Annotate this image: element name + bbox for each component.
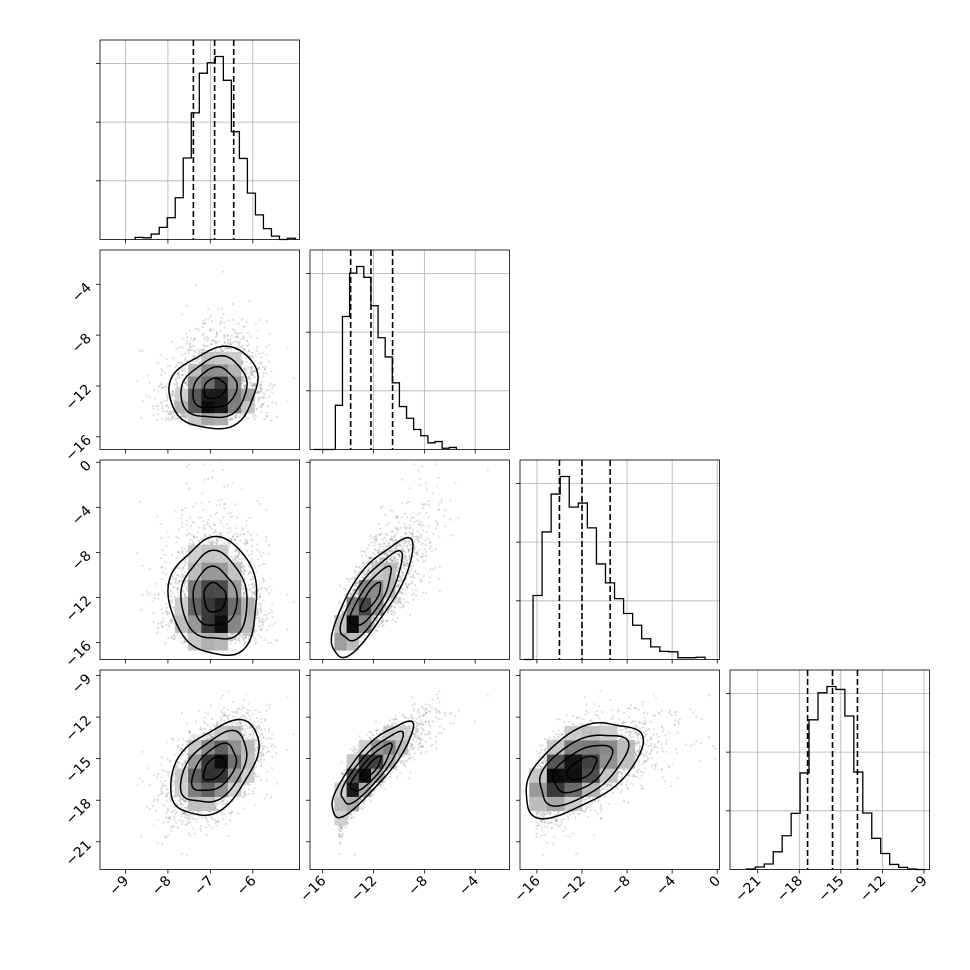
plot-area: [525, 690, 720, 857]
axes-frame: [99, 39, 300, 240]
contour-level-3: [331, 720, 415, 819]
x-tick-label: −4: [653, 873, 679, 899]
plot-area: [136, 270, 295, 430]
y-tick-label: −9: [69, 671, 95, 697]
contour-level-3: [330, 536, 414, 659]
panel-1-1: [306, 249, 510, 454]
y-tick-label: −8: [69, 548, 95, 574]
axes-frame: [519, 669, 720, 870]
contour-level-3: [170, 718, 260, 817]
y-tick-label: −21: [63, 837, 95, 869]
contour-level-0: [203, 581, 227, 613]
histogram-2: [523, 475, 706, 661]
x-tick-label: −16: [297, 873, 329, 905]
y-tick-label: −12: [63, 381, 95, 413]
plot-area: [331, 690, 489, 857]
y-tick-label: −15: [63, 754, 95, 786]
plot-area: [136, 460, 295, 657]
contour-level-3: [168, 345, 259, 430]
contour-level-0: [202, 755, 227, 781]
contour-level-1: [551, 744, 614, 794]
panel-2-0: −16 −12 −8 −4 0: [63, 458, 300, 670]
panel-0-0: [96, 39, 300, 244]
y-tick-label: 0: [77, 458, 95, 476]
axes-frame: [309, 249, 510, 450]
plot-area: [136, 690, 295, 857]
panel-2-1: [306, 459, 510, 664]
x-tick-label: −9: [106, 873, 132, 899]
contour-level-2: [180, 549, 248, 640]
contour-level-2: [339, 550, 404, 642]
contour-level-0: [359, 755, 382, 781]
contour-level-1: [192, 365, 238, 409]
axes-frame: [99, 249, 300, 450]
x-tick-label: −9: [905, 873, 931, 899]
histogram-3: [745, 685, 926, 871]
x-tick-label: −6: [234, 873, 260, 899]
x-tick-label: −7: [191, 873, 217, 899]
x-tick-label: 0: [706, 873, 724, 891]
contour-level-3: [167, 535, 258, 657]
histogram-1: [313, 265, 458, 451]
contour-level-0: [203, 377, 228, 400]
y-tick-label: −8: [69, 331, 95, 357]
x-tick-label: −15: [815, 873, 847, 905]
panel-2-2: [516, 459, 720, 664]
density-cells: [529, 725, 636, 812]
x-tick-label: −4: [456, 873, 482, 899]
axes-frame: [519, 459, 720, 660]
contour-level-1: [348, 565, 392, 626]
x-tick-label: −18: [774, 873, 806, 905]
contour-level-1: [349, 742, 393, 792]
plot-area: [330, 460, 489, 659]
x-tick-label: −16: [512, 873, 544, 905]
contour-level-2: [340, 730, 405, 805]
x-tick-label: −8: [149, 873, 175, 899]
y-tick-label: −4: [69, 503, 95, 529]
y-tick-label: −12: [63, 713, 95, 745]
x-tick-label: −12: [857, 873, 889, 905]
panel-1-0: −16 −12 −8 −4: [63, 249, 300, 465]
x-tick-label: −21: [732, 873, 764, 905]
axes-frame: [99, 669, 300, 870]
contour-level-1: [190, 742, 238, 792]
contour-level-3: [525, 722, 645, 820]
contour-level-0: [359, 581, 382, 613]
panel-3-2: −16 −12 −8 −4 0: [512, 669, 724, 905]
contour-level-2: [180, 354, 248, 419]
x-tick-label: −8: [405, 873, 431, 899]
panel-3-0: −21 −18 −15 −12 −9 −9 −8 −7 −6: [63, 669, 300, 899]
y-tick-label: −12: [63, 593, 95, 625]
panel-3-3: −21 −18 −15 −12 −9: [726, 669, 931, 905]
x-tick-label: −8: [608, 873, 634, 899]
y-tick-label: −16: [63, 638, 95, 670]
contour-level-1: [192, 565, 238, 627]
y-tick-label: −18: [63, 796, 95, 828]
axes-frame: [99, 459, 300, 660]
contour-level-0: [565, 755, 598, 781]
contour-level-2: [538, 734, 630, 807]
y-tick-label: −16: [63, 432, 95, 464]
x-tick-label: −12: [348, 873, 380, 905]
x-tick-label: −12: [557, 873, 589, 905]
axes-frame: [309, 669, 510, 870]
panel-3-1: −16 −12 −8 −4: [297, 669, 510, 905]
contour-level-2: [179, 729, 248, 803]
axes-frame: [729, 669, 930, 870]
y-tick-label: −4: [69, 280, 95, 306]
axes-frame: [309, 459, 510, 660]
